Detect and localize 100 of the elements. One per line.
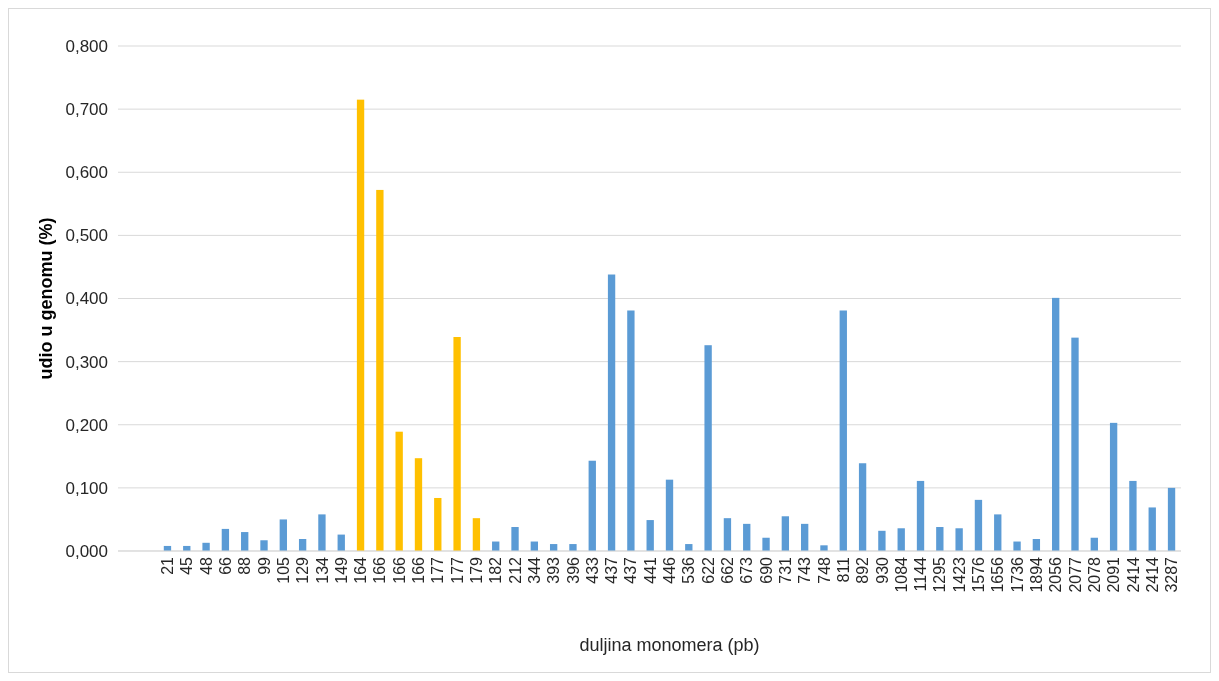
x-tick-label: 1144	[912, 556, 930, 592]
x-tick-label: 21	[159, 556, 177, 575]
y-tick-label: 0,100	[65, 478, 108, 498]
x-tick-label: 1295	[931, 556, 949, 593]
bar	[356, 99, 365, 551]
bar	[434, 497, 442, 551]
bar	[202, 542, 210, 551]
x-tick-label: 134	[313, 556, 331, 584]
x-tick-label: 811	[834, 556, 852, 583]
x-tick-label: 66	[216, 556, 234, 575]
x-tick-label: 105	[274, 556, 292, 584]
bar	[627, 310, 635, 551]
x-tick-label: 1894	[1027, 556, 1045, 593]
bar	[376, 189, 384, 551]
x-tick-label: 446	[661, 556, 679, 584]
x-tick-label: 1084	[892, 556, 910, 593]
x-tick-label: 166	[371, 556, 389, 584]
bar	[762, 537, 770, 551]
bar	[665, 479, 674, 551]
bar	[743, 523, 751, 551]
x-tick-label: 166	[410, 556, 428, 584]
x-axis-title: duljina monomera (pb)	[579, 635, 760, 655]
y-tick-label: 0,600	[65, 163, 108, 183]
x-tick-label: 99	[255, 556, 273, 575]
bar	[820, 545, 828, 551]
x-tick-label: 2078	[1085, 556, 1103, 593]
bar	[472, 518, 481, 551]
y-tick-label: 0,700	[65, 100, 108, 120]
x-tick-label: 88	[236, 556, 254, 575]
x-tick-label: 179	[468, 556, 486, 584]
x-tick-label: 177	[448, 556, 466, 584]
x-tick-label: 2091	[1105, 556, 1123, 593]
bar	[936, 527, 944, 551]
x-tick-label: 743	[796, 556, 814, 584]
bar	[723, 518, 732, 551]
bar	[260, 540, 268, 551]
y-tick-label: 0,200	[65, 415, 108, 435]
x-tick-label: 182	[487, 556, 505, 584]
bar	[318, 514, 326, 551]
x-tick-label: 166	[390, 556, 408, 584]
x-tick-label: 344	[525, 556, 543, 584]
bar	[994, 514, 1002, 551]
x-tick-label: 129	[294, 556, 312, 584]
bar	[414, 458, 423, 551]
bar	[704, 345, 712, 551]
bar	[897, 528, 905, 551]
y-tick-label: 0,800	[65, 36, 108, 56]
y-tick-label: 0,500	[65, 226, 108, 246]
x-tick-label: 1656	[989, 556, 1007, 593]
x-tick-label: 1736	[1008, 556, 1026, 593]
x-tick-label: 2056	[1047, 556, 1065, 593]
bar	[221, 528, 230, 551]
x-tick-label: 673	[738, 556, 756, 584]
x-tick-label: 2414	[1143, 556, 1161, 593]
bar	[279, 519, 287, 551]
x-tick-label: 1576	[970, 556, 988, 593]
x-tick-label: 2077	[1066, 556, 1084, 593]
bar	[878, 530, 886, 551]
x-tick-label: 731	[776, 556, 794, 584]
x-tick-label: 536	[680, 556, 698, 584]
bar	[1167, 487, 1176, 551]
x-tick-label: 149	[332, 556, 350, 584]
bar	[839, 310, 847, 551]
bar	[1013, 541, 1021, 551]
x-tick-label: 441	[641, 556, 659, 584]
bar	[395, 431, 403, 551]
bar	[607, 274, 616, 551]
x-tick-label: 930	[873, 556, 891, 584]
bar	[646, 520, 654, 551]
x-tick-label: 622	[699, 556, 717, 584]
x-tick-label: 690	[757, 556, 775, 584]
x-tick-label: 437	[603, 556, 621, 584]
x-tick-label: 433	[583, 556, 601, 584]
bar	[1109, 422, 1118, 551]
y-tick-label: 0,300	[65, 352, 108, 372]
x-tick-label: 164	[352, 556, 370, 584]
bar	[1052, 297, 1060, 551]
x-tick-label: 45	[178, 556, 196, 575]
x-tick-label: 48	[197, 556, 215, 575]
bar	[588, 460, 596, 551]
x-tick-label: 2414	[1124, 556, 1142, 593]
bar	[1129, 480, 1137, 551]
x-tick-label: 748	[815, 556, 833, 584]
bar	[511, 527, 519, 551]
x-tick-label: 212	[506, 556, 524, 584]
y-tick-label: 0,400	[65, 289, 108, 309]
bar	[858, 463, 867, 551]
bar	[569, 544, 577, 551]
bar	[453, 337, 461, 551]
x-tick-label: 437	[622, 556, 640, 584]
bar	[241, 532, 249, 551]
y-axis-title: udio u genomu (%)	[36, 217, 56, 380]
bar	[781, 516, 790, 551]
bar	[916, 480, 925, 551]
x-tick-label: 393	[545, 556, 563, 584]
x-tick-label: 177	[429, 556, 447, 584]
x-tick-label: 892	[854, 556, 872, 584]
bar	[955, 528, 963, 551]
x-tick-label: 3287	[1163, 556, 1181, 593]
bar	[801, 523, 809, 551]
